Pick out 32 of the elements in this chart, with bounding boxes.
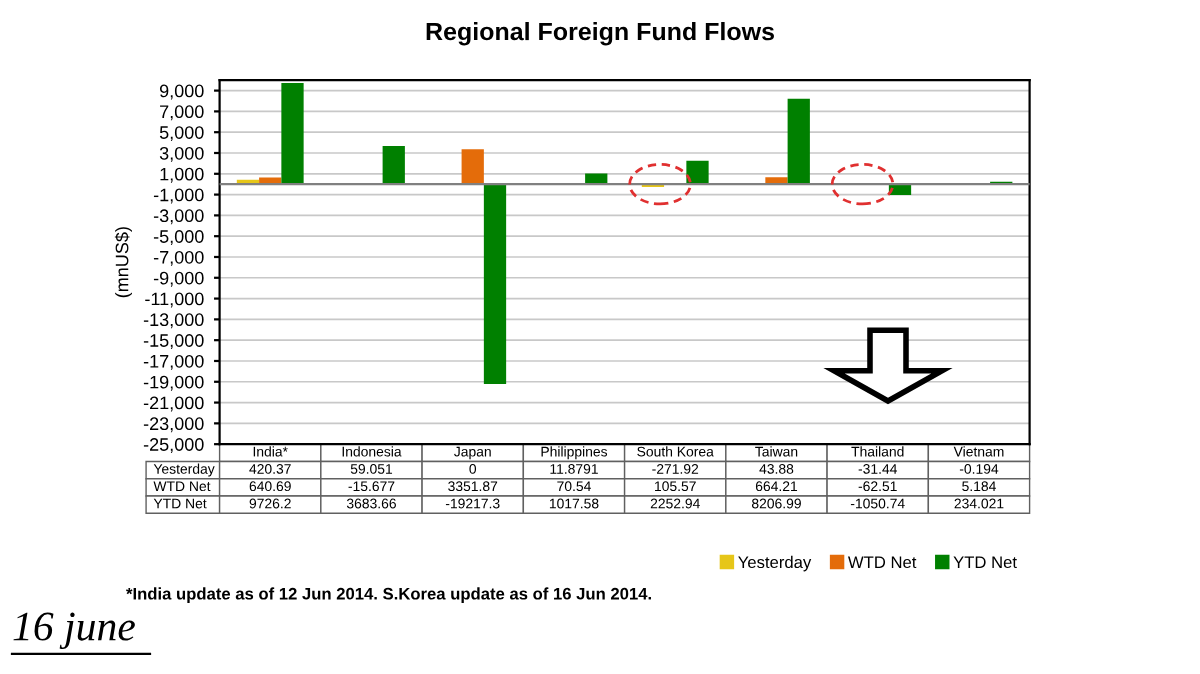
y-tick-label: -17,000 (143, 354, 204, 370)
bar (765, 177, 788, 185)
bar (281, 83, 304, 185)
y-tick-label: 7,000 (160, 105, 204, 121)
y-tick-label: -11,000 (145, 292, 204, 308)
bar (686, 160, 709, 185)
legend-label: Yesterday (738, 555, 812, 572)
chart-title: Regional Foreign Fund Flows (426, 21, 774, 46)
text: *India update as of 12 Jun 2014. S.Korea update as of 16 Jun 2014. (126, 587, 651, 603)
y-tick-label: 5,000 (159, 126, 204, 142)
y-tick-label: 9,000 (159, 84, 204, 100)
bar (787, 98, 810, 185)
bar (382, 145, 405, 185)
y-tick-label: -19,000 (143, 375, 204, 391)
y-tick-label: -23,000 (143, 417, 204, 433)
y-tick-label: -5,000 (153, 230, 204, 246)
y-tick-label: -15,000 (143, 334, 204, 350)
y-tick-label: -1,000 (153, 188, 204, 204)
y-tick-label: -13,000 (143, 313, 204, 329)
text: 16 june (13, 612, 135, 650)
y-tick-label: -21,000 (143, 396, 204, 412)
y-tick-label: -7,000 (153, 250, 204, 266)
legend-label: YTD Net (953, 556, 1017, 569)
y-tick-label: 3,000 (159, 146, 204, 162)
y-tick-label: -3,000 (153, 209, 204, 225)
y-tick-label: -25,000 (143, 438, 204, 454)
bar (483, 184, 507, 385)
y-axis-title: (mnUS$) (114, 227, 132, 298)
legend-label: WTD Net (847, 556, 917, 569)
bar (461, 149, 484, 185)
y-tick-label: 1,000 (160, 167, 204, 183)
y-tick-label: -9,000 (153, 271, 204, 287)
